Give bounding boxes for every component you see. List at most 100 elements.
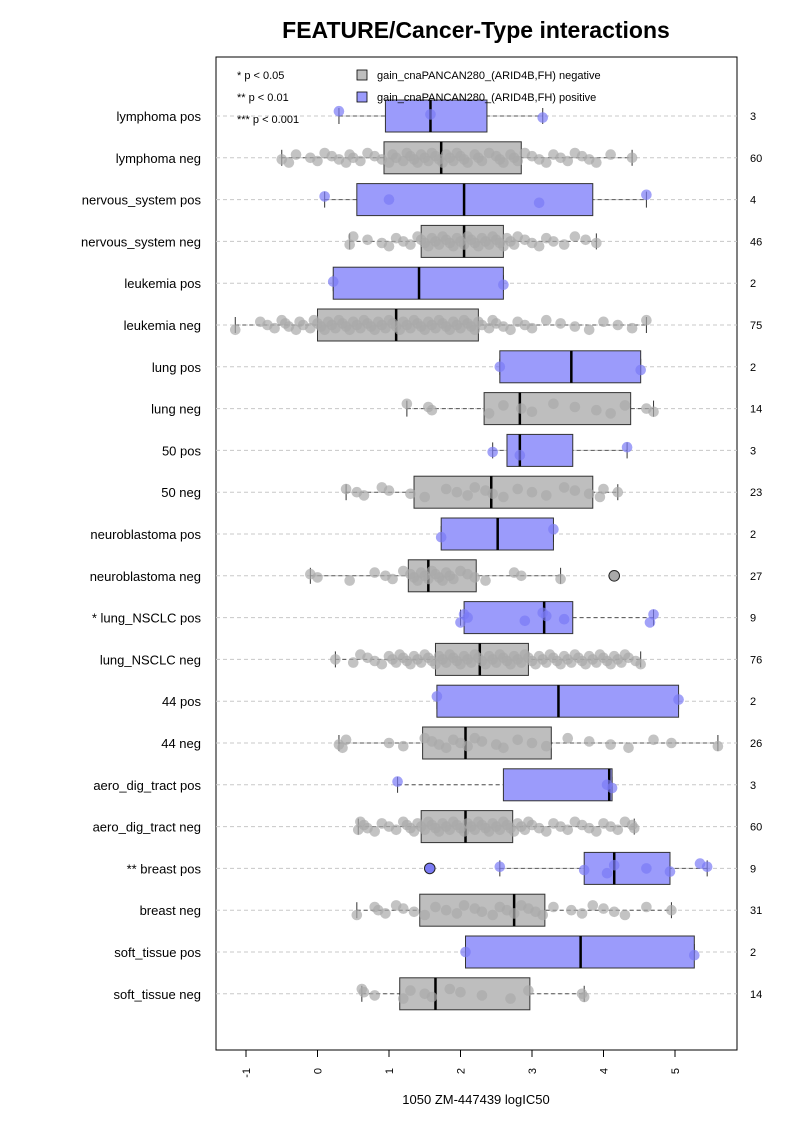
point-lung-neg — [569, 401, 581, 413]
point-aero-dig-tract-neg — [369, 826, 381, 837]
x-tick-label-0: 0 — [313, 1068, 325, 1074]
point-44-neg — [398, 740, 409, 752]
point-44-neg — [512, 734, 523, 746]
box-nervous-system-pos — [356, 183, 594, 217]
point-nervous-system-neg — [591, 237, 602, 249]
point-soft-tissue-neg — [444, 983, 456, 995]
box-lymphoma-pos — [384, 99, 488, 133]
count-leukemia-neg: 75 — [750, 320, 762, 332]
point-breast-neg — [440, 904, 452, 916]
point-neuroblastoma-neg — [369, 567, 381, 578]
count-50-pos: 3 — [750, 445, 756, 457]
point-lung-neg — [591, 404, 602, 416]
count-soft-tissue-pos: 2 — [750, 947, 756, 959]
row-label-nervous-system-neg: nervous_system neg — [81, 234, 201, 249]
point-neuroblastoma-neg — [515, 570, 527, 582]
point-leukemia-neg — [269, 322, 280, 334]
point-nervous-system-neg — [383, 240, 395, 252]
point-lung-nsclc-pos — [462, 612, 473, 623]
row-label-lymphoma-pos: lymphoma pos — [116, 109, 201, 124]
point-breast-pos — [664, 866, 676, 877]
point-nervous-system-pos — [533, 197, 545, 209]
point-44-neg — [526, 737, 538, 749]
point-50-neg — [340, 483, 352, 495]
point-lymphoma-pos — [333, 105, 345, 117]
point-50-neg — [383, 485, 395, 496]
row-label-lung-neg: lung neg — [151, 402, 201, 417]
point-lymphoma-neg — [476, 155, 488, 167]
point-nervous-system-neg — [362, 234, 373, 246]
point-44-neg — [583, 736, 595, 747]
point-lymphoma-pos — [537, 112, 549, 123]
point-leukemia-neg — [626, 322, 638, 334]
point-44-neg — [623, 742, 634, 754]
point-44-neg — [498, 742, 509, 754]
point-44-neg — [562, 732, 574, 744]
box-breast-pos — [583, 851, 671, 885]
point-breast-neg — [666, 904, 677, 916]
row-label-50-pos: 50 pos — [162, 443, 202, 458]
point-nervous-system-pos — [383, 194, 395, 205]
point-breast-neg — [587, 900, 599, 911]
point-breast-neg — [419, 909, 431, 921]
point-aero-dig-tract-neg — [628, 822, 640, 834]
point-leukemia-neg — [526, 322, 538, 334]
point-lung-neg — [605, 408, 616, 419]
count-nervous-system-neg: 46 — [750, 236, 762, 248]
legend-label-positive: gain_cnaPANCAN280_(ARID4B,FH) positive — [377, 92, 596, 104]
point-nervous-system-neg — [580, 234, 591, 246]
point-lymphoma-neg — [626, 152, 638, 164]
point-neuroblastoma-neg — [387, 573, 398, 585]
point-breast-neg — [608, 906, 620, 918]
point-breast-neg — [537, 909, 549, 921]
point-50-pos — [487, 446, 498, 458]
point-leukemia-neg — [641, 314, 652, 326]
point-leukemia-neg — [541, 314, 552, 326]
row-label-neuroblastoma-pos: neuroblastoma pos — [90, 527, 201, 542]
point-lung-neg — [483, 408, 495, 419]
point-nervous-system-neg — [558, 239, 570, 250]
box-lung-nsclc-pos — [463, 601, 574, 635]
point-50-neg — [498, 491, 509, 503]
point-44-neg — [476, 736, 488, 747]
row-label-breast-neg: breast neg — [140, 903, 201, 918]
x-tick-label-2: 2 — [456, 1068, 468, 1074]
point-50-neg — [558, 482, 570, 493]
point-lymphoma-neg — [512, 155, 523, 167]
count-soft-tissue-neg: 14 — [750, 989, 762, 1001]
count-aero-dig-tract-neg: 60 — [750, 822, 762, 834]
point-50-neg — [526, 486, 538, 498]
legend: * p < 0.05 ** p < 0.01 *** p < 0.001 gai… — [237, 69, 601, 126]
point-leukemia-neg — [505, 324, 516, 336]
point-aero-dig-tract-pos — [606, 782, 618, 794]
point-neuroblastoma-neg — [312, 572, 323, 583]
point-44-neg — [340, 734, 352, 746]
point-44-neg — [541, 740, 552, 752]
count-lung-nsclc-pos: 9 — [750, 613, 756, 625]
point-neuroblastoma-neg — [469, 572, 481, 583]
point-breast-neg — [566, 904, 577, 916]
point-lymphoma-neg — [355, 155, 366, 167]
point-lymphoma-neg — [562, 155, 574, 167]
row-label-nervous-system-pos: nervous_system pos — [82, 193, 202, 208]
x-tick-label-4: 4 — [599, 1068, 611, 1074]
count-lymphoma-pos: 3 — [750, 111, 756, 123]
point-aero-dig-tract-neg — [541, 826, 552, 837]
point-50-pos — [514, 449, 526, 461]
outlier-neuroblastoma-neg — [608, 570, 621, 582]
row-label-lymphoma-neg: lymphoma neg — [116, 151, 201, 166]
point-lung-neg — [515, 403, 527, 414]
point-lung-neg — [648, 406, 659, 418]
point-leukemia-neg — [569, 321, 581, 332]
count-breast-neg: 31 — [750, 905, 762, 917]
point-lung-neg — [619, 400, 631, 411]
point-lung-nsclc-neg — [635, 658, 646, 670]
point-soft-tissue-neg — [405, 985, 416, 996]
point-50-neg — [612, 486, 624, 498]
outlier-breast-pos — [423, 862, 436, 875]
legend-swatch-positive — [356, 91, 368, 103]
point-breast-neg — [487, 909, 498, 921]
point-breast-neg — [641, 901, 652, 913]
point-breast-neg — [430, 901, 441, 913]
